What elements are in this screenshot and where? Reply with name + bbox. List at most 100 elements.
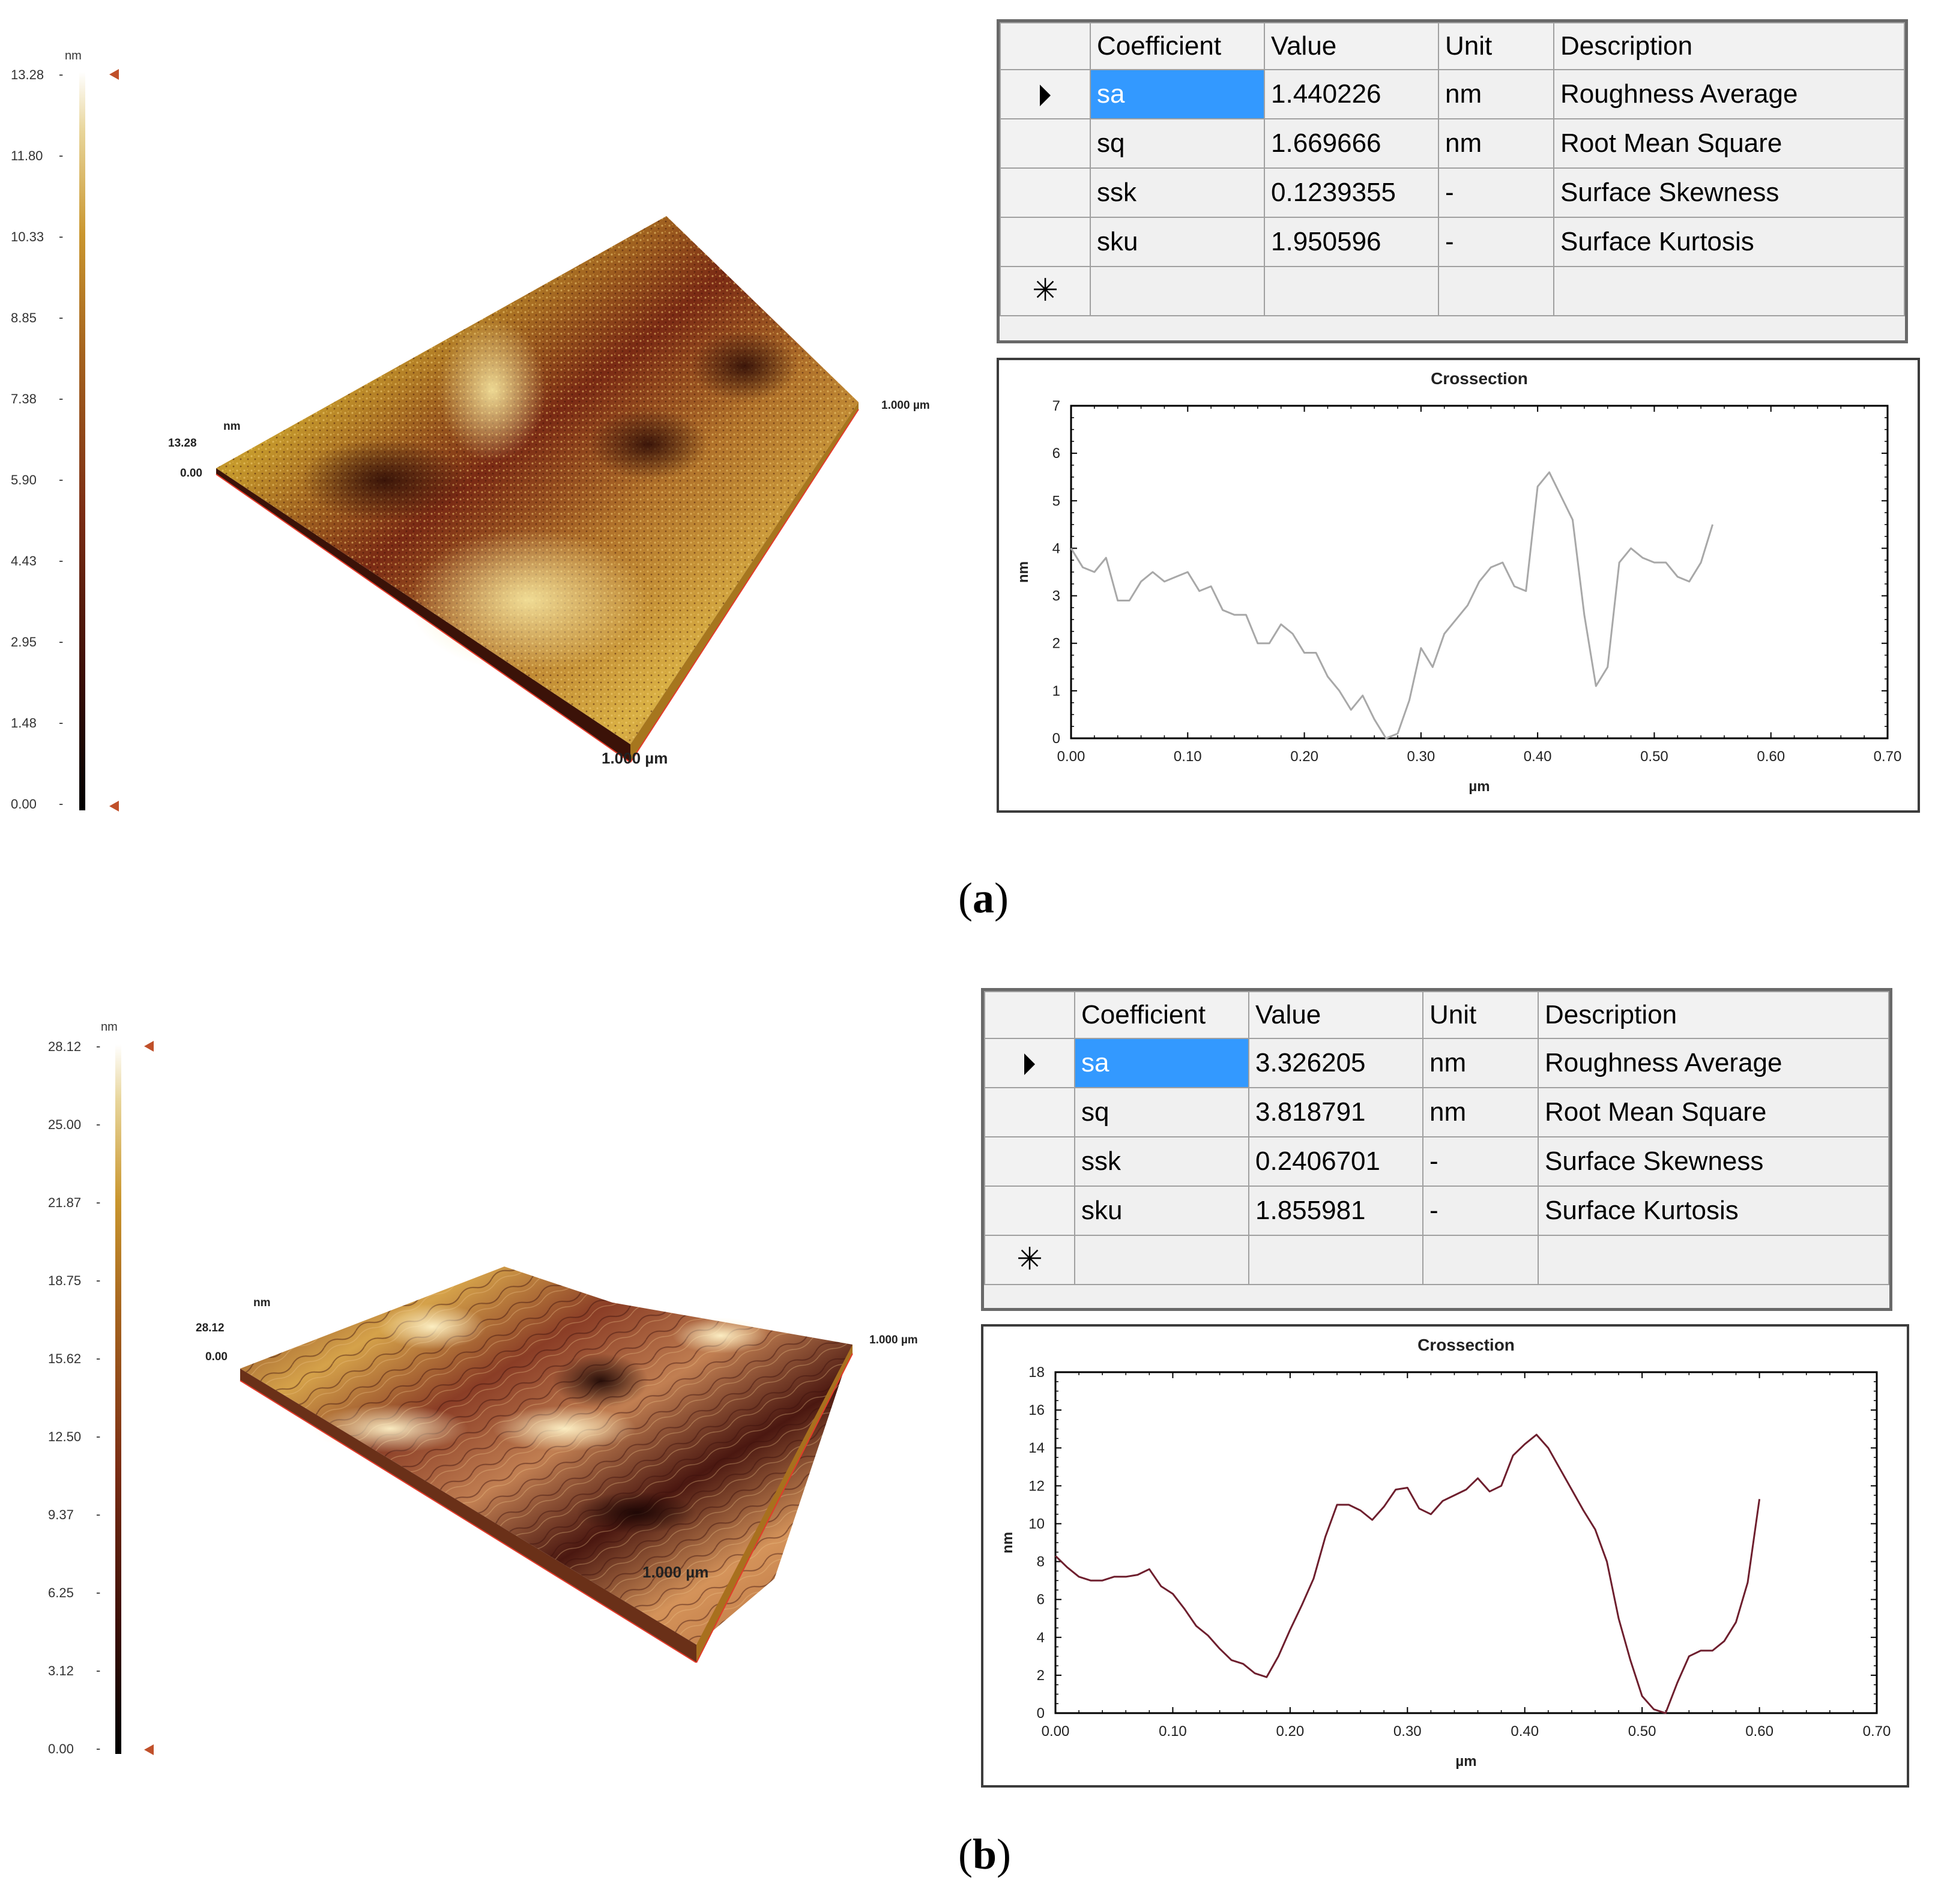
surface-x-extent: 1.000 µm	[602, 749, 668, 767]
y-tick-label: 3	[1052, 588, 1060, 604]
new-cell[interactable]	[1422, 1235, 1539, 1285]
cell-value[interactable]: 0.2406701	[1248, 1136, 1423, 1187]
header-description[interactable]: Description	[1553, 22, 1905, 70]
table-row[interactable]: ssk 0.2406701 - Surface Skewness	[984, 1136, 1889, 1187]
cell-unit[interactable]: -	[1422, 1185, 1539, 1236]
header-unit[interactable]: Unit	[1438, 22, 1554, 70]
new-row-star-icon: ✳	[1016, 1242, 1043, 1277]
cell-description[interactable]: Surface Skewness	[1538, 1136, 1889, 1187]
header-value[interactable]: Value	[1248, 991, 1423, 1039]
row-selector[interactable]	[1000, 167, 1091, 218]
new-cell[interactable]	[1538, 1235, 1889, 1285]
cell-unit[interactable]: nm	[1438, 118, 1554, 169]
cell-coefficient[interactable]: ssk	[1074, 1136, 1249, 1187]
row-selector[interactable]	[984, 1038, 1075, 1088]
cell-unit[interactable]: nm	[1438, 69, 1554, 119]
header-coefficient[interactable]: Coefficient	[1074, 991, 1249, 1039]
cell-value[interactable]: 3.326205	[1248, 1038, 1423, 1088]
y-axis-label: nm	[1015, 561, 1031, 583]
y-tick-label: 16	[1028, 1402, 1045, 1418]
row-selector[interactable]	[984, 1087, 1075, 1137]
new-cell[interactable]	[1438, 266, 1554, 316]
cell-description[interactable]: Roughness Average	[1553, 69, 1905, 119]
table-row[interactable]: sa 3.326205 nm Roughness Average	[984, 1038, 1889, 1088]
corner-cell	[1000, 22, 1091, 70]
table-row[interactable]: sa 1.440226 nm Roughness Average	[1000, 69, 1905, 119]
cell-coefficient[interactable]: ssk	[1090, 167, 1265, 218]
table-header-row: Coefficient Value Unit Description	[1000, 22, 1905, 70]
colorbar-tick-mark: -	[59, 715, 64, 730]
colorbar-unit: nm	[65, 49, 82, 62]
panel-letter: b	[972, 1830, 997, 1878]
table-row[interactable]: sku 1.855981 - Surface Kurtosis	[984, 1185, 1889, 1236]
new-row-selector[interactable]: ✳	[984, 1235, 1075, 1285]
new-row-star-icon: ✳	[1032, 273, 1058, 308]
header-coefficient[interactable]: Coefficient	[1090, 22, 1265, 70]
colorbar-unit: nm	[101, 1020, 118, 1034]
header-value[interactable]: Value	[1264, 22, 1439, 70]
cell-coefficient[interactable]: sq	[1090, 118, 1265, 169]
cell-description[interactable]: Surface Kurtosis	[1553, 217, 1905, 267]
cell-value[interactable]: 1.669666	[1264, 118, 1439, 169]
cell-description[interactable]: Roughness Average	[1538, 1038, 1889, 1088]
cell-unit[interactable]: -	[1438, 217, 1554, 267]
row-selector[interactable]	[1000, 217, 1091, 267]
table-row[interactable]: sq 1.669666 nm Root Mean Square	[1000, 118, 1905, 169]
cell-coefficient[interactable]: sku	[1090, 217, 1265, 267]
colorbar-tick-label: 28.12	[48, 1039, 82, 1054]
cell-unit[interactable]: -	[1422, 1136, 1539, 1187]
table-row[interactable]: sku 1.950596 - Surface Kurtosis	[1000, 217, 1905, 267]
x-axis-label: µm	[1455, 1753, 1476, 1770]
afm-surface-render	[240, 1267, 853, 1663]
cell-coefficient[interactable]: sq	[1074, 1087, 1249, 1137]
new-table-row[interactable]: ✳	[1000, 266, 1905, 316]
x-tick-label: 0.20	[1290, 749, 1318, 765]
colorbar-tick-mark: -	[59, 553, 64, 568]
chart-title: Crossection	[1417, 1336, 1515, 1354]
new-cell[interactable]	[1264, 266, 1439, 316]
row-selector[interactable]	[984, 1185, 1075, 1236]
crossection-chart-frame: Crossection 0.00 0.10 0.20 0.30 0.40 0.50 0.60 0…	[997, 358, 1920, 813]
cell-description[interactable]: Root Mean Square	[1553, 118, 1905, 169]
cell-description[interactable]: Root Mean Square	[1538, 1087, 1889, 1137]
new-cell[interactable]	[1248, 1235, 1423, 1285]
colorbar-tick-label: 0.00	[11, 797, 37, 812]
x-axis-label: µm	[1469, 779, 1490, 795]
cell-value[interactable]: 3.818791	[1248, 1087, 1423, 1137]
cell-unit[interactable]: -	[1438, 167, 1554, 218]
cell-description[interactable]: Surface Kurtosis	[1538, 1185, 1889, 1236]
table-row[interactable]: sq 3.818791 nm Root Mean Square	[984, 1087, 1889, 1137]
x-tick-label: 0.50	[1628, 1723, 1656, 1740]
panel-b: nm 28.12-25.00-21.87-18.75-15.62-12.50-9…	[0, 966, 1950, 1904]
cell-unit[interactable]: nm	[1422, 1038, 1539, 1088]
new-table-row[interactable]: ✳	[984, 1235, 1889, 1285]
x-tick-label: 0.60	[1745, 1723, 1773, 1740]
cell-value[interactable]: 1.950596	[1264, 217, 1439, 267]
row-selector[interactable]	[1000, 118, 1091, 169]
colorbar-tick-mark: -	[96, 1116, 101, 1131]
cell-coefficient[interactable]: sa	[1090, 69, 1265, 119]
cell-coefficient[interactable]: sa	[1074, 1038, 1249, 1088]
y-tick-label: 6	[1052, 445, 1060, 462]
colorbar-tick-label: 5.90	[11, 472, 37, 487]
new-cell[interactable]	[1090, 266, 1265, 316]
cell-unit[interactable]: nm	[1422, 1087, 1539, 1137]
colorbar-tick-mark: -	[59, 229, 64, 244]
colorbar-tick-mark: -	[59, 67, 64, 82]
header-description[interactable]: Description	[1538, 991, 1889, 1039]
cell-description[interactable]: Surface Skewness	[1553, 167, 1905, 218]
new-cell[interactable]	[1553, 266, 1905, 316]
cell-value[interactable]: 1.440226	[1264, 69, 1439, 119]
cell-coefficient[interactable]: sku	[1074, 1185, 1249, 1236]
y-axis-label: nm	[1000, 1532, 1016, 1553]
row-selector[interactable]	[1000, 69, 1091, 119]
row-selector[interactable]	[984, 1136, 1075, 1187]
cell-value[interactable]: 1.855981	[1248, 1185, 1423, 1236]
new-row-selector[interactable]: ✳	[1000, 266, 1091, 316]
table-row[interactable]: ssk 0.1239355 - Surface Skewness	[1000, 167, 1905, 218]
new-cell[interactable]	[1074, 1235, 1249, 1285]
header-unit[interactable]: Unit	[1422, 991, 1539, 1039]
x-tick-label: 0.10	[1174, 749, 1202, 765]
cell-value[interactable]: 0.1239355	[1264, 167, 1439, 218]
colorbar-min-marker	[109, 801, 119, 812]
